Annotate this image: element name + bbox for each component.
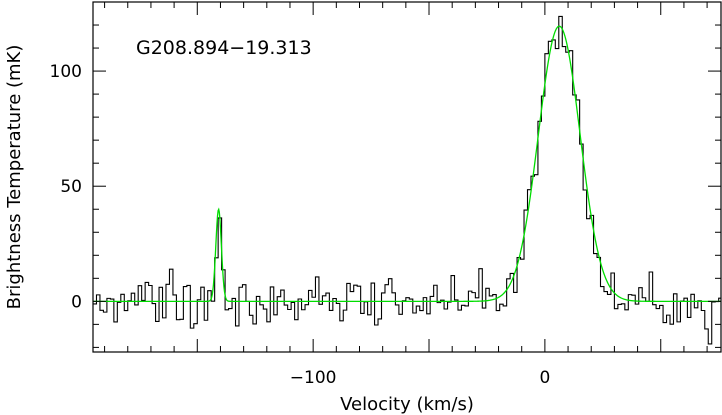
plot-area [93, 15, 721, 345]
y-tick-label: 0 [71, 292, 82, 312]
x-axis-title: Velocity (km/s) [340, 394, 474, 415]
x-tick-label: 0 [539, 368, 550, 388]
y-tick-label: 100 [50, 62, 82, 82]
y-tick-label: 50 [60, 177, 82, 197]
gaussian-fit-line [93, 25, 721, 302]
y-axis-title: Brightness Temperature (mK) [4, 45, 25, 310]
tick-labels: −100 0 0 50 100 [50, 62, 551, 388]
x-tick-label: −100 [290, 368, 337, 388]
plot-frame [92, 1, 722, 353]
observed-spectrum-line [93, 15, 721, 345]
axis-ticks [93, 1, 721, 352]
source-name-annotation: G208.894−19.313 [136, 37, 312, 59]
